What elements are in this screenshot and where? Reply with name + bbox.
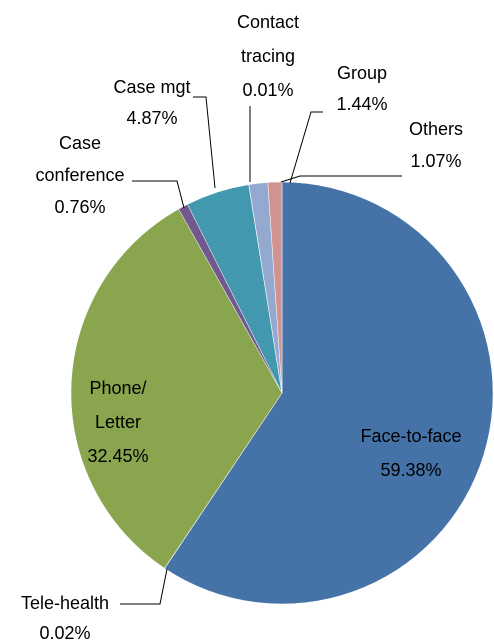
category-label: Case conference xyxy=(35,133,125,185)
leader-line xyxy=(120,568,168,605)
category-label: Phone/ Letter xyxy=(89,378,147,432)
data-label: Case mgt 4.87% xyxy=(102,72,202,134)
data-label: Phone/ Letter 32.45% xyxy=(78,371,158,473)
value-label: 0.02% xyxy=(39,623,91,641)
data-label: Others 1.07% xyxy=(391,113,481,177)
value-label: 4.87% xyxy=(126,108,178,128)
category-label: Face-to-face xyxy=(360,426,462,446)
data-label: Case conference 0.76% xyxy=(30,127,130,223)
category-label: Group xyxy=(336,63,388,83)
leader-line xyxy=(289,111,323,184)
value-label: 0.76% xyxy=(54,197,106,217)
value-label: 32.45% xyxy=(87,446,149,466)
pie-slice xyxy=(164,181,494,605)
data-label: Group 1.44% xyxy=(322,58,402,120)
leader-line xyxy=(193,96,216,189)
value-label: 1.07% xyxy=(410,151,462,171)
category-label: Case mgt xyxy=(113,77,191,97)
data-label: Contact tracing 0.01% xyxy=(218,5,318,107)
value-label: 0.01% xyxy=(242,80,294,100)
leader-line xyxy=(132,180,185,209)
data-label: Face-to-face 59.38% xyxy=(346,419,476,487)
category-label: Others xyxy=(408,119,464,139)
leader-lines xyxy=(120,96,402,605)
value-label: 1.44% xyxy=(336,94,388,114)
value-label: 59.38% xyxy=(380,460,442,480)
category-label: Contact tracing xyxy=(236,12,300,66)
data-label: Tele-health 0.02% xyxy=(5,588,125,641)
category-label: Tele-health xyxy=(20,593,110,613)
leader-line xyxy=(280,175,402,183)
pie-slice xyxy=(70,208,283,569)
